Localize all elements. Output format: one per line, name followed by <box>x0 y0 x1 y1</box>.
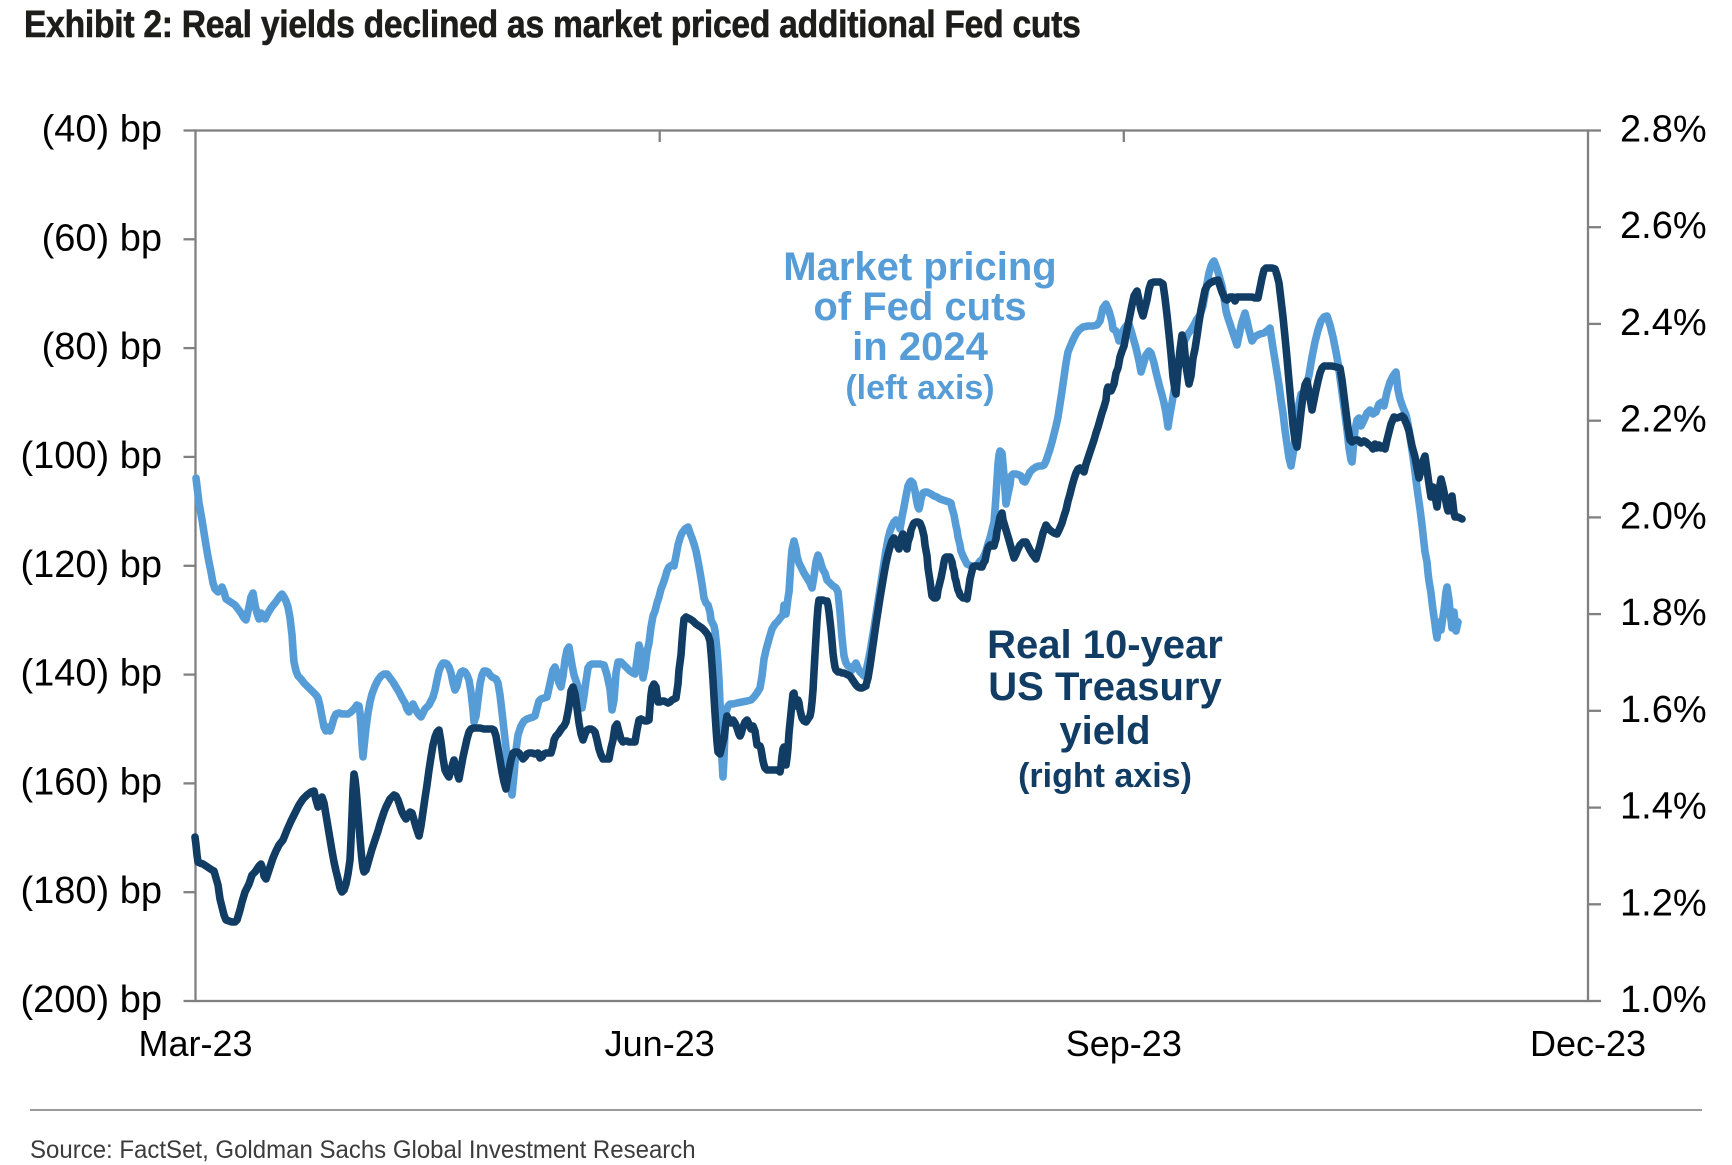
svg-text:2.6%: 2.6% <box>1620 205 1707 247</box>
svg-text:(180) bp: (180) bp <box>20 870 162 912</box>
svg-text:(100) bp: (100) bp <box>20 435 162 477</box>
svg-text:in 2024: in 2024 <box>852 325 988 369</box>
svg-text:of Fed cuts: of Fed cuts <box>813 285 1026 329</box>
svg-text:1.2%: 1.2% <box>1620 882 1707 924</box>
svg-text:2.8%: 2.8% <box>1620 109 1707 151</box>
svg-text:(140) bp: (140) bp <box>20 653 162 695</box>
svg-text:Sep-23: Sep-23 <box>1066 1023 1182 1064</box>
svg-text:(40) bp: (40) bp <box>42 109 162 151</box>
svg-text:1.6%: 1.6% <box>1620 689 1707 731</box>
svg-text:Market pricing: Market pricing <box>783 245 1056 289</box>
svg-text:(left axis): (left axis) <box>845 369 994 407</box>
svg-text:Real 10-year: Real 10-year <box>987 623 1223 667</box>
svg-text:2.2%: 2.2% <box>1620 399 1707 441</box>
svg-text:1.0%: 1.0% <box>1620 979 1707 1021</box>
svg-text:Mar-23: Mar-23 <box>138 1023 252 1064</box>
svg-text:1.4%: 1.4% <box>1620 786 1707 828</box>
svg-text:1.8%: 1.8% <box>1620 592 1707 634</box>
svg-text:Dec-23: Dec-23 <box>1530 1023 1646 1064</box>
svg-text:(60) bp: (60) bp <box>42 217 162 259</box>
svg-text:Jun-23: Jun-23 <box>605 1023 715 1064</box>
svg-text:(120) bp: (120) bp <box>20 544 162 586</box>
svg-text:2.4%: 2.4% <box>1620 302 1707 344</box>
svg-text:2.0%: 2.0% <box>1620 495 1707 537</box>
svg-text:(200) bp: (200) bp <box>20 979 162 1021</box>
svg-text:yield: yield <box>1059 709 1150 753</box>
svg-text:(right axis): (right axis) <box>1018 757 1192 795</box>
svg-text:(80) bp: (80) bp <box>42 326 162 368</box>
svg-text:US Treasury: US Treasury <box>988 665 1222 709</box>
svg-text:(160) bp: (160) bp <box>20 761 162 803</box>
